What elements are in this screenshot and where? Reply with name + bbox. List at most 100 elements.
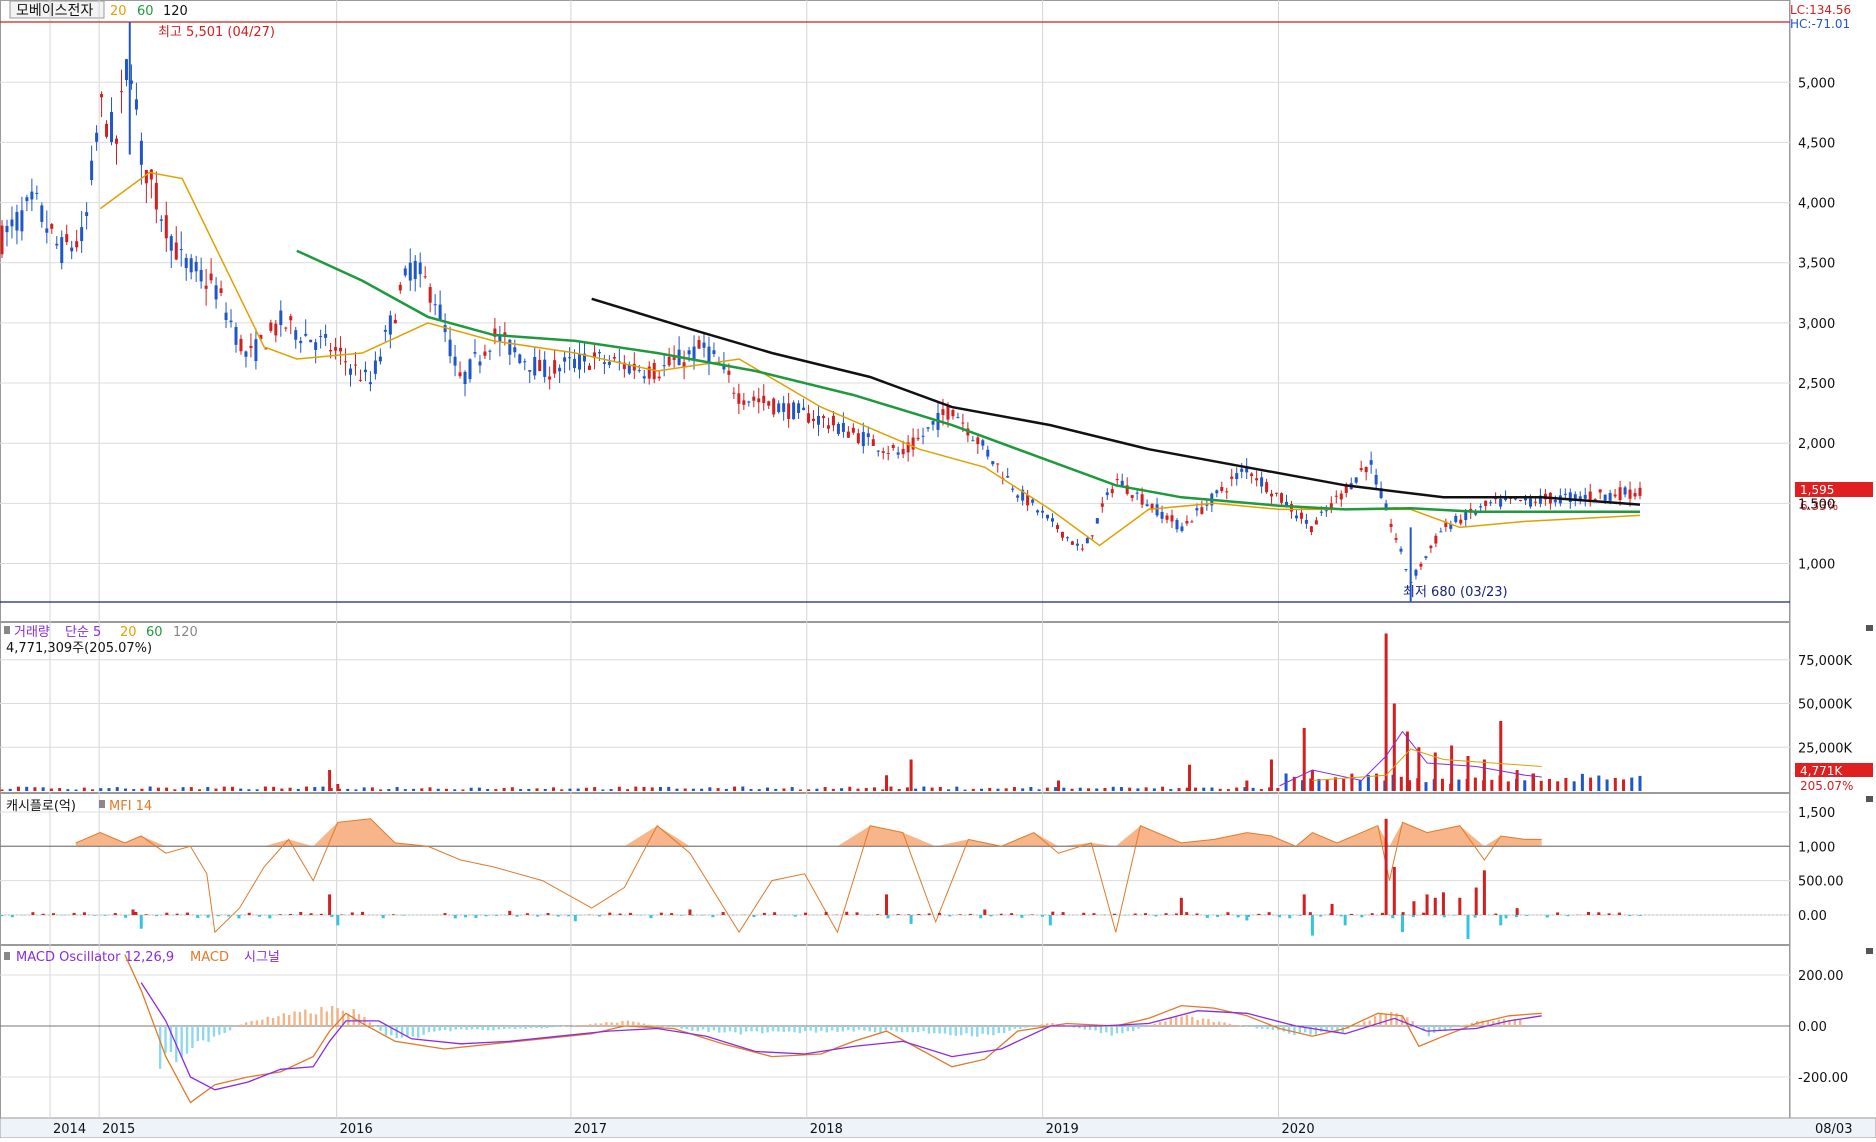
cashflow-bar bbox=[351, 912, 354, 915]
macd-oscillator-bar bbox=[998, 1026, 1000, 1033]
volume-bar bbox=[1095, 788, 1098, 791]
cashflow-bar bbox=[1288, 915, 1291, 918]
cashflow-bar bbox=[289, 914, 292, 915]
candle-body bbox=[643, 376, 646, 378]
volume-bar bbox=[461, 789, 464, 791]
candle-body bbox=[1011, 489, 1014, 490]
candle-body bbox=[857, 433, 860, 443]
candle-body bbox=[70, 248, 73, 252]
candle-body bbox=[60, 237, 63, 263]
volume-bar bbox=[947, 789, 950, 791]
candle-body bbox=[449, 340, 452, 357]
volume-bar bbox=[396, 787, 399, 791]
cashflow-bar bbox=[248, 913, 251, 915]
candle-body bbox=[1400, 549, 1403, 552]
volume-bar bbox=[626, 789, 629, 791]
volume-bar bbox=[17, 787, 20, 791]
candle-body bbox=[344, 361, 347, 362]
volume-bar bbox=[552, 787, 555, 791]
macd-oscillator-bar bbox=[401, 1026, 403, 1038]
candle-body bbox=[603, 362, 606, 364]
cashflow-bar bbox=[907, 914, 910, 915]
candle-body bbox=[1151, 504, 1154, 509]
cashflow-bar bbox=[382, 915, 385, 918]
candle-body bbox=[1614, 495, 1617, 497]
cashflow-bar bbox=[557, 915, 560, 917]
volume-spike-bar bbox=[1450, 746, 1453, 792]
volume-spike-bar bbox=[1434, 753, 1437, 792]
candle-body bbox=[284, 328, 287, 329]
cashflow-bar bbox=[279, 914, 282, 915]
candle-body bbox=[892, 445, 895, 448]
cashflow-bar bbox=[217, 915, 220, 916]
volume-bar bbox=[1614, 778, 1617, 791]
candle-body bbox=[1604, 495, 1607, 501]
macd-oscillator-bar bbox=[799, 1026, 801, 1033]
x-tick-label: 2020 bbox=[1282, 1122, 1315, 1137]
cashflow-bar bbox=[1393, 867, 1396, 915]
volume-bar bbox=[914, 789, 917, 791]
volume-bar bbox=[922, 787, 925, 791]
cashflow-bar bbox=[650, 915, 653, 918]
volume-bar bbox=[99, 788, 102, 791]
candle-body bbox=[1315, 520, 1318, 524]
cashflow-bar bbox=[1185, 912, 1188, 915]
candle-body bbox=[1414, 570, 1417, 576]
cash-title: 캐시플로(억) bbox=[6, 799, 76, 814]
macd-oscillator-bar bbox=[272, 1018, 274, 1026]
volume-bar bbox=[58, 788, 61, 791]
macd-oscillator-bar bbox=[1170, 1018, 1172, 1026]
candle-body bbox=[1439, 531, 1442, 532]
cashflow-bar bbox=[1093, 913, 1096, 915]
volume-spike-bar bbox=[1245, 781, 1248, 792]
candle-body bbox=[85, 212, 88, 216]
cashflow-bar bbox=[1422, 913, 1425, 915]
volume-spike-bar bbox=[1303, 728, 1306, 791]
candle-body bbox=[832, 416, 835, 425]
candle-body bbox=[1230, 477, 1233, 479]
macd-oscillator-bar bbox=[1159, 1022, 1161, 1026]
cashflow-bar bbox=[1278, 915, 1281, 917]
cashflow-bar bbox=[1196, 913, 1199, 915]
candle-body bbox=[1434, 536, 1437, 544]
candle-body bbox=[1096, 518, 1099, 523]
cashflow-bar bbox=[1000, 914, 1003, 915]
volume-bar bbox=[1581, 774, 1584, 791]
macd-oscillator-bar bbox=[1186, 1015, 1188, 1026]
macd-panel-marker[interactable] bbox=[4, 952, 10, 960]
cash-panel-marker[interactable] bbox=[99, 800, 105, 808]
candle-body bbox=[996, 463, 999, 464]
candle-body bbox=[180, 249, 183, 250]
candle-body bbox=[1091, 535, 1094, 536]
volume-bar bbox=[939, 787, 942, 791]
cashflow-bar bbox=[516, 915, 519, 917]
volume-bar bbox=[1326, 780, 1329, 791]
cashflow-bar bbox=[1499, 915, 1502, 925]
candle-body bbox=[1325, 510, 1328, 511]
candle-body bbox=[120, 91, 123, 92]
cashflow-bar bbox=[1257, 914, 1260, 915]
volume-bar bbox=[1136, 788, 1139, 791]
volume-panel-marker[interactable] bbox=[4, 626, 10, 634]
x-right-label: 08/03 bbox=[1815, 1122, 1852, 1137]
candle-body bbox=[1375, 475, 1378, 484]
macd-oscillator-bar bbox=[304, 1010, 306, 1026]
cashflow-bar bbox=[680, 915, 683, 916]
cashflow-bar bbox=[330, 915, 333, 917]
candle-body bbox=[140, 141, 143, 165]
candle-body bbox=[688, 350, 691, 354]
candle-body bbox=[1280, 493, 1283, 503]
candle-body bbox=[827, 425, 830, 428]
candle-body bbox=[976, 437, 979, 444]
candle-body bbox=[508, 340, 511, 355]
candle-body bbox=[1180, 526, 1183, 531]
candle-body bbox=[638, 370, 641, 371]
macd-oscillator-bar bbox=[240, 1025, 242, 1026]
macd-oscillator-bar bbox=[471, 1026, 473, 1029]
candle-body bbox=[1519, 500, 1522, 501]
price-y-tick: 3,000 bbox=[1798, 317, 1835, 332]
panel-collapse-marker bbox=[1866, 948, 1873, 954]
macd-oscillator-bar bbox=[1239, 1025, 1241, 1026]
volume-bar bbox=[643, 787, 646, 791]
cashflow-bar bbox=[299, 912, 302, 915]
